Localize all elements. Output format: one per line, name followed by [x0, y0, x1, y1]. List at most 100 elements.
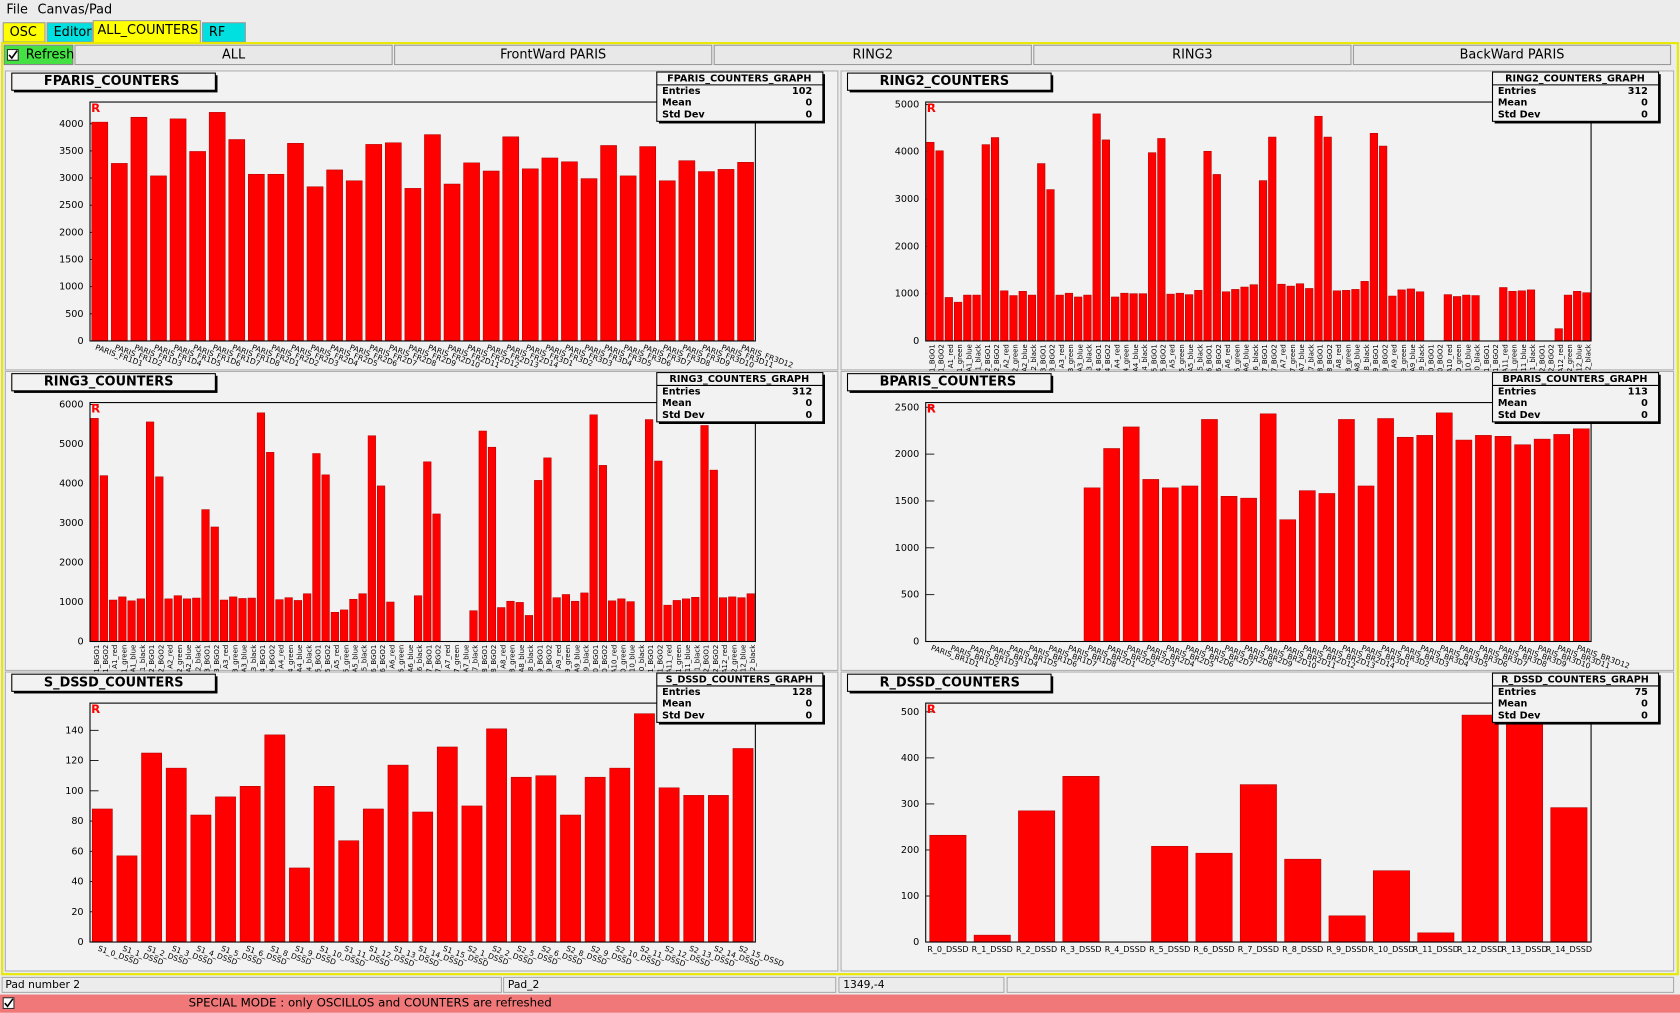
tab-label[interactable]: RF	[209, 25, 225, 40]
bar	[1092, 113, 1101, 342]
bar	[1277, 283, 1286, 342]
subtab-label[interactable]: RING2	[853, 47, 893, 62]
bar	[482, 170, 500, 342]
bar	[118, 596, 127, 642]
stats-value: 0	[805, 710, 812, 721]
x-tick-label: A5_blue	[352, 645, 360, 673]
y-tick-label: 3000	[59, 173, 84, 184]
bar	[981, 144, 990, 342]
x-tick-label: R_14_DSSD	[1546, 945, 1592, 954]
pad[interactable]: 020406080100120140S1_0_DSSDS1_1_DSSDS1_2…	[4, 671, 839, 972]
bar	[510, 776, 532, 943]
x-tick-label: 7_BGO1	[425, 645, 433, 673]
x-tick-label: 1_BGO1	[93, 645, 101, 673]
x-tick-label: A10_blue	[629, 645, 637, 677]
refresh-label[interactable]: Refresh	[26, 47, 75, 62]
bar	[1582, 292, 1591, 342]
x-tick-label: R_10_DSSD	[1368, 945, 1414, 954]
bar	[1554, 328, 1563, 342]
subtab-label[interactable]: FrontWard PARIS	[500, 47, 606, 62]
title-box	[846, 72, 1052, 91]
x-tick-label: A9_black	[1418, 344, 1426, 375]
stats-box	[1491, 372, 1660, 423]
pad[interactable]: 05001000150020002500PARIS_BR1D1PARIS_BR1…	[840, 370, 1675, 671]
tab-frame	[1, 42, 1679, 976]
bar	[201, 509, 210, 642]
checkbox[interactable]	[6, 49, 19, 61]
x-tick-label: A4_green	[1123, 344, 1131, 377]
tab-label[interactable]: ALL_COUNTERS	[98, 23, 199, 38]
x-tick-label: A12_green	[730, 645, 738, 682]
checkbox[interactable]	[2, 997, 15, 1009]
plot-frame	[89, 702, 756, 943]
bar	[321, 474, 330, 642]
bar	[571, 600, 580, 642]
subtab[interactable]	[74, 44, 393, 66]
bar	[609, 767, 631, 943]
y-tick-label: 0	[77, 637, 83, 648]
x-tick-label: A10_green	[1455, 344, 1463, 381]
bar	[654, 460, 663, 642]
x-tick-label: A10_red	[1446, 344, 1454, 372]
y-tick-label: 400	[901, 753, 919, 764]
bar	[1417, 932, 1455, 943]
title-box	[11, 373, 216, 392]
bar	[1231, 289, 1240, 342]
x-tick-label: A12_red	[721, 645, 729, 673]
x-tick-label: A3_green	[1067, 344, 1075, 377]
subtabs: ALL FrontWard PARIS RING2 RING3 BackWard PAR…	[74, 44, 1672, 66]
stats-label: Entries	[1498, 86, 1537, 97]
stats-label: Entries	[1498, 386, 1537, 397]
bar	[219, 599, 229, 642]
bar	[190, 814, 212, 943]
bar	[626, 601, 635, 642]
x-tick-label: 7_BGO1	[1261, 344, 1269, 372]
y-tick-label: 3000	[895, 194, 919, 205]
menu-canvas[interactable]: Canvas/Pad	[38, 2, 113, 17]
subtab[interactable]	[1352, 44, 1672, 66]
x-tick-label: A4_red	[278, 645, 286, 669]
y-tick-label: 4000	[59, 479, 84, 490]
x-tick-label: 2_BGO2	[157, 645, 165, 673]
x-tick-label: A5_black	[361, 645, 369, 676]
stats-box	[656, 71, 824, 122]
bar	[1083, 487, 1101, 642]
subtab[interactable]	[1033, 44, 1352, 66]
x-tick-label: 4_BGO1	[1095, 344, 1103, 372]
bar	[1221, 291, 1231, 342]
tab-label[interactable]: Editor	[54, 25, 93, 40]
tab-label[interactable]: OSC	[10, 25, 37, 40]
x-tick-label: A6_blue	[407, 645, 415, 673]
refresh-button[interactable]	[3, 44, 74, 66]
x-tick-label: A8_blue	[1354, 344, 1362, 372]
x-tick-label: 12_BGO1	[703, 645, 711, 677]
x-tick-label: A7_green	[453, 645, 461, 678]
stats-label: Mean	[662, 699, 692, 710]
subtab-label[interactable]: ALL	[222, 47, 246, 62]
subtab-label[interactable]: BackWard PARIS	[1460, 47, 1565, 62]
subtab-label[interactable]: RING3	[1172, 47, 1212, 62]
bar	[1416, 435, 1434, 642]
bar	[1508, 291, 1517, 342]
bar	[580, 592, 589, 642]
x-tick-label: A12_blue	[1575, 344, 1583, 376]
bar	[1388, 295, 1397, 342]
pad[interactable]: 0 100 200 300 400 500 R_0_DSSD R_1_DSSD R_2_DSSD…	[840, 671, 1675, 972]
subtab[interactable]	[713, 44, 1032, 66]
x-tick-label: A2_green	[176, 645, 184, 678]
x-tick-label: R_0_DSSD	[927, 945, 968, 954]
subtab[interactable]	[394, 44, 713, 66]
bar	[1357, 485, 1375, 642]
status-field	[838, 976, 1005, 993]
menu-file[interactable]: File	[6, 2, 28, 17]
x-tick-label: A12_black	[749, 645, 757, 681]
bar	[306, 186, 324, 342]
y-tick-label: 140	[65, 725, 83, 736]
pad[interactable]: 05001000150020002500300035004000PARIS_FR…	[4, 70, 839, 371]
bar	[1533, 438, 1551, 642]
bar	[598, 465, 607, 642]
bar	[506, 600, 515, 642]
x-tick-label: A1_black	[975, 344, 983, 375]
